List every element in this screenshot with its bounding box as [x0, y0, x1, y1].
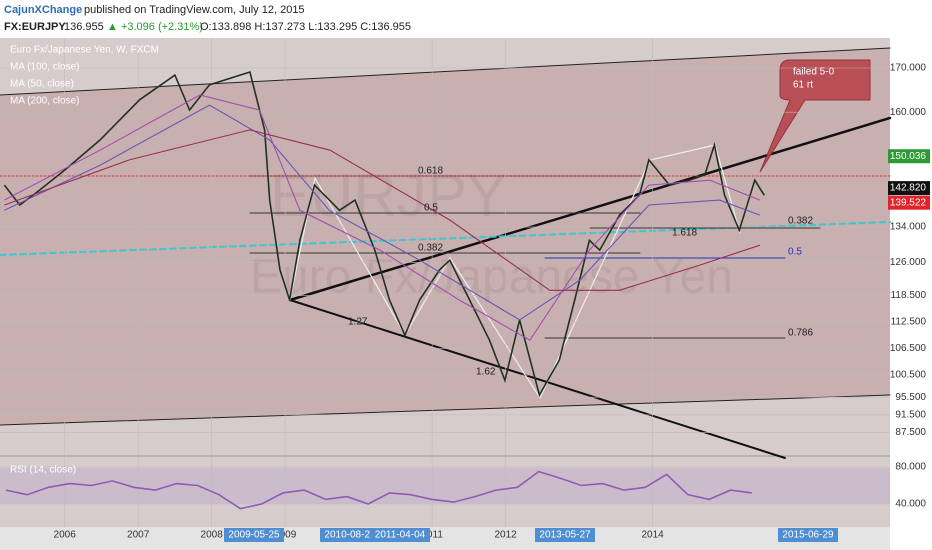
x-tick-label: 2007: [127, 530, 150, 541]
callout-text: failed 5-0: [793, 67, 835, 78]
x-highlight-bg: [370, 528, 430, 542]
annotation: 1.618: [672, 228, 697, 239]
x-highlight-label: 2009-05-25: [228, 530, 280, 541]
x-tick-label: 2012: [495, 530, 518, 541]
last-price: 136.955: [64, 21, 104, 33]
x-tick-label: 2006: [54, 530, 77, 541]
trendline: [289, 299, 786, 459]
watermark: EURJPY: [270, 162, 507, 229]
y-tick-label: 100.500: [890, 370, 927, 381]
price-label: 150.036: [890, 151, 927, 162]
y-tick-label: 112.500: [891, 317, 927, 328]
annotation: 0.5: [788, 247, 802, 258]
price-label: 142.820: [890, 183, 927, 194]
annotation: 0.786: [788, 328, 813, 339]
x-tick-label: 2008: [201, 530, 224, 541]
x-highlight-label: 2013-05-27: [539, 530, 591, 541]
y-tick-label: 126.000: [890, 257, 927, 268]
chart-title: Euro Fx/Japanese Yen, W, FXCM: [10, 45, 159, 56]
x-highlight-label: 2015-06-29: [782, 530, 834, 541]
x-tick-label: 2014: [641, 530, 664, 541]
callout-text: 61 rt: [793, 80, 813, 91]
y-tick-label: 106.500: [890, 343, 927, 354]
series-line: [5, 470, 752, 510]
ohlc: O:133.898 H:137.273 L:133.295 C:136.955: [200, 21, 411, 33]
y-tick-label: 91.500: [895, 410, 926, 421]
series-line: [4, 129, 761, 291]
trendline: [288, 116, 892, 302]
price-label-bg: [888, 195, 930, 210]
price-label: 139.522: [890, 197, 927, 208]
price-axis-bg: [890, 38, 932, 527]
x-highlight-bg: [778, 528, 838, 542]
annotation: 1.27: [348, 317, 368, 328]
y-tick-label: 87.500: [895, 427, 926, 438]
header-bg: [0, 0, 932, 38]
wave-lines: [289, 144, 741, 400]
x-tick-label: 2009: [274, 530, 297, 541]
price-label-bg: [888, 149, 930, 164]
x-tick-label: 2011: [421, 530, 443, 541]
series-line: [3, 70, 765, 398]
legend-entry: MA (50, close): [10, 79, 74, 90]
y-tick-label: 118.500: [891, 290, 927, 301]
y-tick-label: 160.000: [890, 107, 927, 118]
series-line: [4, 104, 761, 321]
channel: [0, 48, 890, 425]
annotation: 0.382: [788, 216, 813, 227]
price-label-bg: [888, 181, 930, 196]
y-tick-label: 80.000: [895, 462, 926, 473]
x-highlight-label: 2011-04-04: [375, 530, 426, 541]
x-highlight-bg: [320, 528, 380, 542]
x-highlight-label: 2010-08-23: [324, 530, 376, 541]
y-tick-label: 134.000: [890, 222, 927, 233]
annotation: 0.618: [418, 166, 443, 177]
x-highlight-bg: [535, 528, 595, 542]
legend-entry: MA (200, close): [10, 96, 79, 107]
chart-title: RSI (14, close): [10, 465, 76, 476]
rsi-band: [0, 468, 890, 504]
channel-bottom: [0, 394, 891, 426]
y-tick-label: 170.000: [890, 63, 927, 74]
date-axis-bg: [0, 527, 890, 550]
legend-entry: MA (100, close): [10, 62, 79, 73]
channel-top: [0, 47, 891, 96]
symbol: FX:EURJPY: [4, 21, 66, 33]
drawings: [0, 47, 892, 459]
annotation: 0.5: [424, 203, 438, 214]
series-line: [4, 94, 761, 341]
callout-box: [759, 59, 871, 173]
y-tick-label: 40.000: [895, 499, 926, 510]
change: ▲ +3.096 (+2.31%): [107, 21, 203, 33]
annotation: 0.382: [418, 243, 443, 254]
author: CajunXChange: [4, 4, 82, 16]
x-highlight-bg: [224, 528, 284, 542]
published: published on TradingView.com, July 12, 2…: [84, 4, 305, 16]
y-tick-label: 95.500: [895, 392, 926, 403]
annotation: 1.62: [476, 367, 496, 378]
